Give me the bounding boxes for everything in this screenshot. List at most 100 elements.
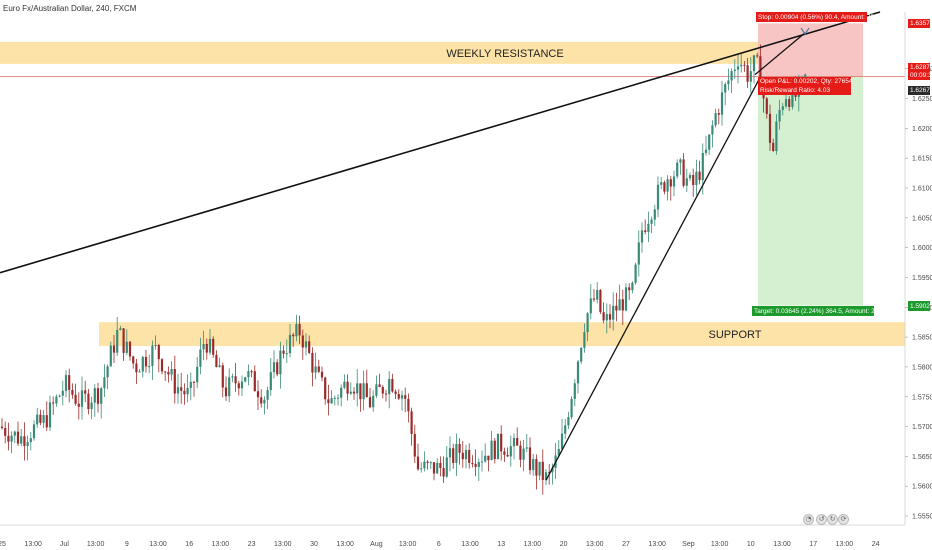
candle-body xyxy=(544,472,548,480)
y-tick-label: 1.62500 xyxy=(912,96,932,103)
current-price-tag-box xyxy=(908,63,930,72)
candle-body xyxy=(762,91,765,99)
x-tick-label: 25 xyxy=(0,541,6,548)
candle-body xyxy=(400,395,404,399)
candle-body xyxy=(29,438,32,443)
x-tick-label: 13:00 xyxy=(274,541,292,548)
candle-body xyxy=(701,152,704,181)
candle-body xyxy=(80,390,84,407)
candle-body xyxy=(119,328,122,330)
candle-body xyxy=(784,99,788,107)
candle-body xyxy=(128,341,132,357)
candle-body xyxy=(180,387,183,391)
candle-body xyxy=(717,113,720,115)
candle-body xyxy=(730,71,733,81)
candle-body xyxy=(727,80,730,85)
x-tick-label: 13:00 xyxy=(87,541,105,548)
candle-body xyxy=(516,437,519,446)
target-zone xyxy=(758,76,863,306)
candle-body xyxy=(196,366,199,383)
candle-body xyxy=(192,381,196,383)
candle-body xyxy=(458,443,461,453)
trendlines-layer xyxy=(0,11,881,481)
trendline xyxy=(545,77,761,481)
open-pnl-label: Open P&L: 0.00202, Qty: 27654 xyxy=(760,78,853,85)
candle-body xyxy=(474,463,477,467)
x-tick-label: 13:00 xyxy=(773,541,791,548)
candle-body xyxy=(247,371,250,378)
candle-body xyxy=(532,459,535,471)
arrow-down-icon xyxy=(800,27,810,36)
candle-body xyxy=(77,403,80,407)
candle-body xyxy=(372,395,375,408)
candle-body xyxy=(407,398,410,412)
candle-body xyxy=(711,125,714,135)
candle-body xyxy=(692,174,695,185)
candle-body xyxy=(250,371,253,373)
candle-body xyxy=(439,462,442,469)
redo-icon[interactable]: ↻ xyxy=(827,514,838,525)
candle-body xyxy=(90,402,93,410)
candle-body xyxy=(768,113,772,143)
y-tick-label: 1.60000 xyxy=(912,245,932,252)
current-price-tag: 1.62874 xyxy=(910,64,932,71)
candle-body xyxy=(346,381,349,394)
candle-body xyxy=(84,390,87,394)
camera-icon[interactable]: ◔ xyxy=(803,514,814,525)
candle-body xyxy=(564,425,567,434)
candle-body xyxy=(125,341,128,353)
candle-body xyxy=(471,462,474,464)
x-tick-label: Aug xyxy=(370,541,383,548)
candle-body xyxy=(292,334,295,337)
candle-body xyxy=(493,440,496,460)
candle-body xyxy=(496,433,500,460)
resistance-zone xyxy=(0,41,760,64)
candle-body xyxy=(301,335,304,348)
candle-body xyxy=(736,66,740,70)
candle-body xyxy=(282,350,285,354)
x-tick-label: 13:00 xyxy=(461,541,479,548)
stop-label: Stop: 0.00904 (0.56%) 90.4, Amount: 758.… xyxy=(758,14,887,21)
candle-body xyxy=(144,356,148,367)
candle-body xyxy=(317,366,320,372)
candle-body xyxy=(484,455,487,462)
candle-body xyxy=(64,375,68,391)
x-tick-label: 13:00 xyxy=(212,541,230,548)
candle-body xyxy=(240,381,244,389)
candle-body xyxy=(388,379,391,395)
candle-body xyxy=(704,149,708,153)
candle-body xyxy=(183,390,186,395)
candle-body xyxy=(362,383,365,400)
candle-body xyxy=(487,455,490,461)
candle-body xyxy=(87,393,90,410)
x-tick-label: 20 xyxy=(560,541,568,548)
candle-body xyxy=(93,388,96,403)
candle-body xyxy=(336,397,340,399)
entry-price-tag: 1.62672 xyxy=(910,87,932,94)
undo-icon[interactable]: ↺ xyxy=(816,514,827,525)
x-tick-label: 13:00 xyxy=(24,541,42,548)
candle-body xyxy=(698,171,701,181)
candle-body xyxy=(333,397,336,399)
y-tick-label: 1.61000 xyxy=(912,185,932,192)
candle-body xyxy=(464,450,468,460)
candle-body xyxy=(410,411,413,434)
x-tick-label: 13 xyxy=(497,541,505,548)
candle-body xyxy=(650,219,653,224)
candle-body xyxy=(352,391,356,394)
candle-body xyxy=(23,436,26,447)
candle-body xyxy=(10,435,13,442)
candle-body xyxy=(608,314,612,320)
candle-body xyxy=(109,345,112,367)
candle-body xyxy=(320,371,324,378)
candle-body xyxy=(327,399,330,404)
candle-body xyxy=(13,431,16,436)
open-pnl-label-box xyxy=(758,77,851,86)
candle-body xyxy=(640,230,644,243)
candle-body xyxy=(583,332,586,348)
candle-body xyxy=(164,371,167,373)
candle-body xyxy=(4,427,7,436)
candle-body xyxy=(330,398,333,404)
replay-icon[interactable]: ⟳ xyxy=(838,514,849,525)
